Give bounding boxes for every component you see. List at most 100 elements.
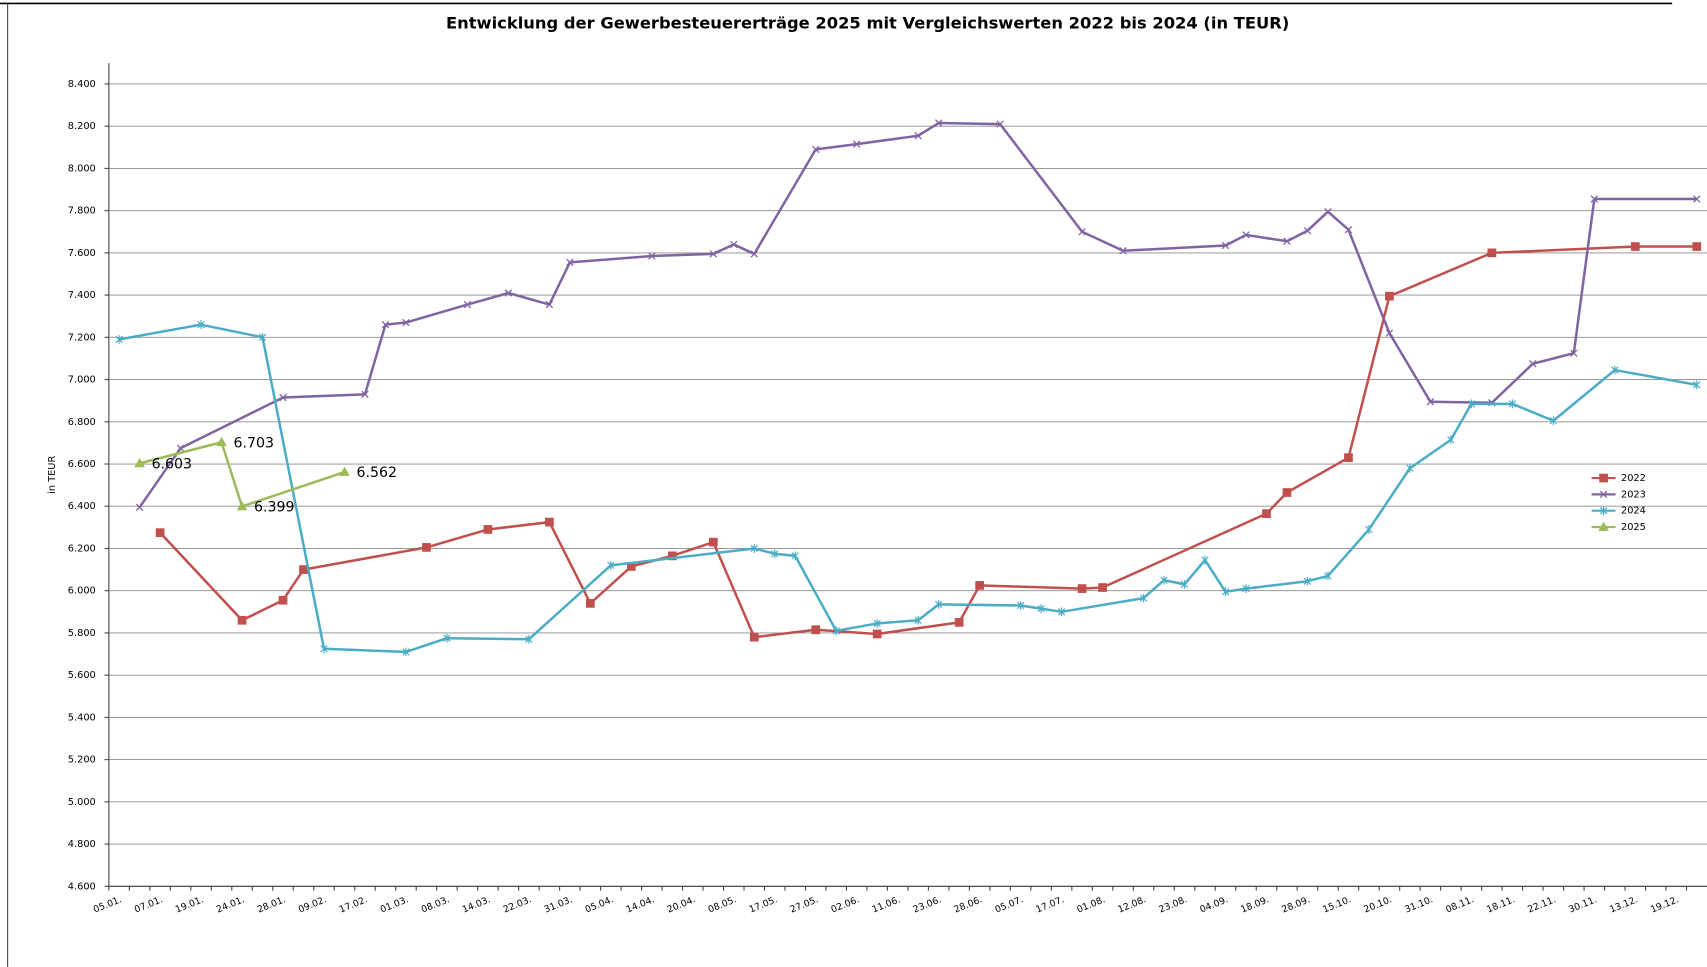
marker: [1303, 226, 1312, 235]
line-segment: [261, 337, 326, 650]
line-segment: [1020, 604, 1042, 610]
y-tick-label: 5.000: [68, 797, 96, 808]
marker: [1201, 555, 1209, 565]
y-tick-label: 5.600: [68, 670, 96, 681]
marker: [402, 647, 410, 657]
marker: [1242, 584, 1250, 593]
marker: [176, 444, 185, 452]
y-tick-label: 5.400: [68, 712, 96, 723]
marker: [1139, 593, 1148, 603]
chart-title: Entwicklung der Gewerbesteuererträge 202…: [446, 14, 1289, 33]
line-segment: [815, 628, 878, 636]
y-tick-label: 6.600: [68, 459, 96, 470]
data-label: 6.399: [254, 500, 294, 516]
line-segment: [323, 647, 407, 654]
marker: [1529, 359, 1537, 368]
line-segment: [1347, 295, 1391, 458]
line-segment: [138, 447, 182, 509]
marker: [750, 544, 758, 553]
line-segment: [282, 393, 366, 399]
marker: [197, 320, 205, 330]
marker: [545, 517, 554, 527]
line-segment: [999, 123, 1084, 233]
marker: [1611, 365, 1619, 375]
marker: [545, 300, 554, 309]
line-segment: [1123, 244, 1226, 253]
line-segment: [405, 303, 468, 324]
line-segment: [1388, 251, 1493, 298]
line-segment: [1572, 198, 1596, 354]
marker: [361, 390, 369, 399]
legend-label: 2025: [1621, 522, 1646, 533]
line-segment: [446, 636, 529, 641]
y-tick-label: 5.200: [68, 755, 96, 766]
marker: [1160, 575, 1168, 585]
line-segment: [1307, 574, 1329, 583]
line-segment: [1491, 245, 1636, 255]
y-axis-label: in TEUR: [47, 456, 58, 494]
series: [115, 320, 1701, 657]
marker: [1119, 247, 1127, 255]
marker: [1406, 463, 1414, 473]
line-segment: [856, 134, 919, 146]
line-segment: [1552, 369, 1616, 422]
marker: [709, 250, 718, 258]
marker: [934, 600, 943, 609]
marker: [749, 632, 759, 642]
marker: [1599, 490, 1608, 499]
marker: [1344, 225, 1353, 234]
y-tick-label: 8.200: [68, 121, 96, 132]
line-segment: [938, 121, 1001, 126]
line-segment: [1224, 233, 1247, 247]
line-segment: [877, 621, 960, 636]
y-tick-label: 6.000: [68, 586, 96, 597]
marker: [996, 120, 1004, 128]
marker: [708, 537, 718, 547]
line-segment: [1327, 528, 1370, 577]
line-segment: [467, 291, 509, 306]
line-segment: [1203, 559, 1227, 593]
line-segment: [651, 252, 714, 258]
marker: [1098, 583, 1107, 592]
marker: [914, 615, 922, 625]
marker: [278, 595, 288, 605]
marker: [1324, 571, 1332, 581]
line-segment: [405, 637, 448, 654]
marker: [134, 457, 145, 468]
marker: [1344, 453, 1353, 463]
line-segment: [241, 599, 284, 622]
marker: [135, 503, 144, 512]
series: [135, 119, 1701, 512]
marker: [1426, 398, 1435, 406]
marker: [1693, 195, 1701, 203]
marker: [1242, 231, 1250, 239]
y-tick-label: 5.800: [68, 628, 96, 639]
marker: [607, 561, 615, 570]
y-tick-label: 7.600: [68, 248, 96, 259]
marker: [791, 551, 799, 561]
line-segment: [200, 323, 263, 339]
line-segment: [1081, 230, 1124, 252]
marker: [1057, 607, 1066, 617]
line-segment: [1388, 332, 1432, 403]
y-tick-label: 7.800: [68, 206, 96, 217]
y-tick-label: 6.400: [68, 501, 96, 512]
line-segment: [303, 546, 427, 571]
marker: [339, 466, 350, 476]
marker: [914, 131, 922, 140]
marker: [1077, 584, 1087, 593]
line-segment: [1511, 402, 1554, 422]
line-segment: [712, 541, 756, 638]
marker: [585, 599, 595, 608]
marker: [812, 145, 820, 154]
line-segment: [774, 552, 796, 558]
marker: [1630, 242, 1640, 251]
marker: [236, 501, 248, 511]
y-tick-label: 7.200: [68, 332, 96, 343]
marker: [934, 119, 943, 127]
y-tick-label: 6.800: [68, 417, 96, 428]
marker: [1282, 488, 1292, 497]
marker: [320, 644, 328, 654]
line-segment: [1449, 403, 1473, 441]
line-segment: [1491, 362, 1534, 404]
